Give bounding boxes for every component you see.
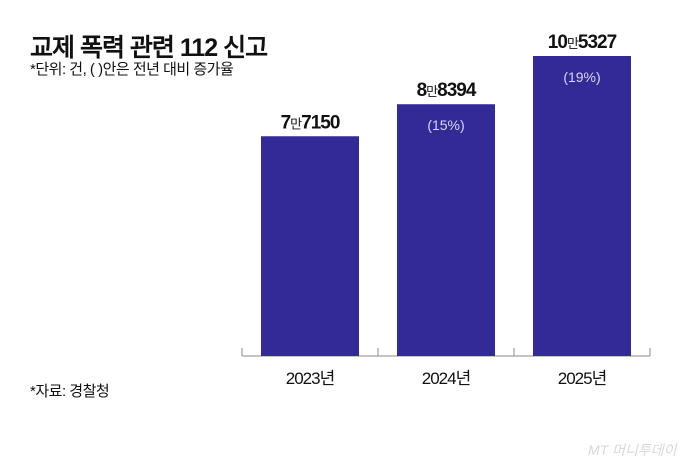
publisher-logo: MT 머니투데이 (588, 442, 677, 458)
bar-2024년 (397, 104, 495, 356)
value-label: 10만5327 (548, 32, 617, 53)
chart-title: 교제 폭력 관련 112 신고 (30, 34, 268, 62)
x-tick-label: 2023년 (286, 369, 334, 388)
x-tick-label: 2025년 (558, 369, 606, 388)
value-label: 8만8394 (417, 80, 477, 101)
source-note: *자료: 경찰청 (30, 383, 110, 400)
bar-2025년 (533, 56, 631, 356)
bar-2023년 (261, 136, 359, 356)
growth-label: (19%) (563, 69, 600, 85)
chart-subtitle: *단위: 건, ( )안은 전년 대비 증가율 (30, 61, 234, 78)
value-label: 7만7150 (281, 112, 340, 133)
growth-label: (15%) (427, 117, 464, 133)
x-tick-label: 2024년 (422, 369, 470, 388)
